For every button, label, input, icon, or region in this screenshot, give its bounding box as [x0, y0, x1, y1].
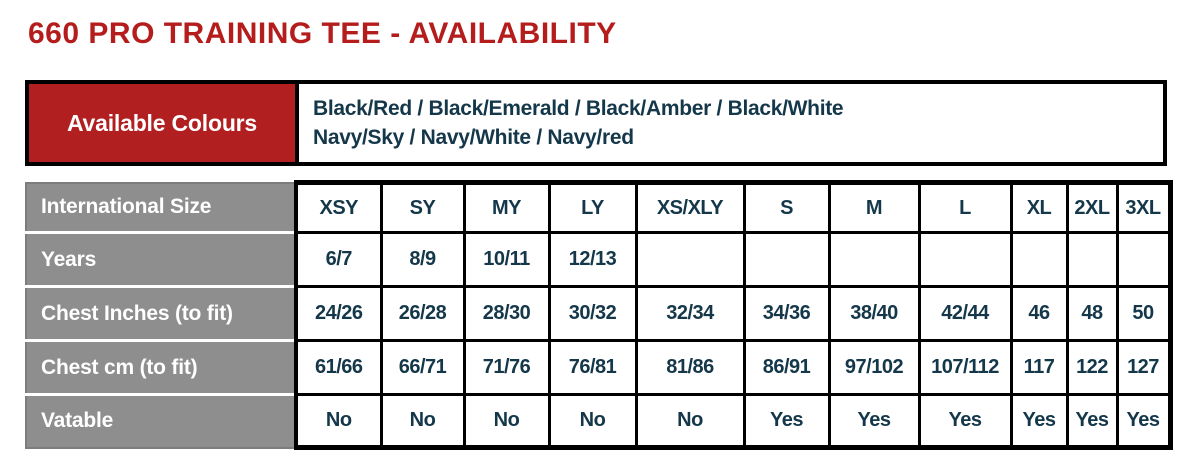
size-cell: 32/34 — [634, 285, 746, 342]
size-cell: No — [294, 393, 383, 450]
size-cell: Yes — [742, 393, 831, 450]
size-cell: Yes — [917, 393, 1013, 450]
size-cell: 86/91 — [742, 339, 831, 396]
size-cell: M — [827, 180, 921, 234]
size-cell: XL — [1009, 180, 1069, 234]
size-cell: 8/9 — [379, 231, 466, 288]
size-cell — [634, 231, 746, 288]
size-cell: Yes — [1115, 393, 1173, 450]
size-table-body: International Size XSY SY MY LY XS/XLY S M L XL 2X… — [25, 180, 1173, 450]
size-cell — [1009, 231, 1069, 288]
size-cell: 34/36 — [742, 285, 831, 342]
row-label: International Size — [25, 181, 298, 234]
available-colours-value: Black/Red / Black/Emerald / Black/Amber … — [299, 84, 1163, 162]
size-cell: No — [547, 393, 638, 450]
size-cell: 30/32 — [547, 285, 638, 342]
size-cell: S — [742, 180, 831, 234]
size-cell — [1065, 231, 1119, 288]
size-cell: 2XL — [1065, 180, 1119, 234]
size-cell: 38/40 — [827, 285, 921, 342]
available-colours-label: Available Colours — [29, 84, 299, 162]
size-cell: 66/71 — [379, 339, 466, 396]
size-cell: 122 — [1065, 339, 1119, 396]
size-cell: XS/XLY — [634, 180, 746, 234]
size-cell: 76/81 — [547, 339, 638, 396]
size-cell — [827, 231, 921, 288]
size-cell: 3XL — [1115, 180, 1173, 234]
size-cell: 28/30 — [462, 285, 551, 342]
size-cell: 127 — [1115, 339, 1173, 396]
size-cell: Yes — [1065, 393, 1119, 450]
size-cell: MY — [462, 180, 551, 234]
size-cell: 24/26 — [294, 285, 383, 342]
row-label: Chest Inches (to fit) — [25, 285, 298, 342]
size-cell: 71/76 — [462, 339, 551, 396]
row-label: Chest cm (to fit) — [25, 339, 298, 396]
size-cell: 10/11 — [462, 231, 551, 288]
size-availability-table: International Size XSY SY MY LY XS/XLY S M L XL 2X… — [25, 180, 1173, 450]
size-cell — [917, 231, 1013, 288]
row-label: Years — [25, 231, 298, 288]
size-cell: 26/28 — [379, 285, 466, 342]
size-cell: 50 — [1115, 285, 1173, 342]
row-label: Vatable — [25, 393, 298, 449]
size-cell — [742, 231, 831, 288]
size-table-row: Years 6/7 8/9 10/11 12/13 — [25, 231, 1173, 288]
colours-line-2: Navy/Sky / Navy/White / Navy/red — [313, 126, 634, 149]
size-cell: 97/102 — [827, 339, 921, 396]
size-cell: L — [917, 180, 1013, 234]
size-cell: 48 — [1065, 285, 1119, 342]
size-cell: Yes — [1009, 393, 1069, 450]
size-cell: 61/66 — [294, 339, 383, 396]
size-cell — [1115, 231, 1173, 288]
size-cell: XSY — [294, 180, 383, 234]
page-title: 660 PRO TRAINING TEE - AVAILABILITY — [28, 17, 617, 50]
size-cell: 6/7 — [294, 231, 383, 288]
size-cell: 81/86 — [634, 339, 746, 396]
size-cell: No — [634, 393, 746, 450]
size-cell: SY — [379, 180, 466, 234]
size-cell: No — [379, 393, 466, 450]
size-cell: 42/44 — [917, 285, 1013, 342]
size-table-row: Chest cm (to fit) 61/66 66/71 71/76 76/81 81/… — [25, 339, 1173, 396]
size-cell: 117 — [1009, 339, 1069, 396]
size-table-row: International Size XSY SY MY LY XS/XLY S M L XL 2X… — [25, 180, 1173, 234]
size-cell: No — [462, 393, 551, 450]
size-table-row: Vatable No No No No No Yes Yes Yes Yes Yes Yes — [25, 393, 1173, 450]
size-cell: Yes — [827, 393, 921, 450]
size-cell: 46 — [1009, 285, 1069, 342]
size-table-row: Chest Inches (to fit) 24/26 26/28 28/30 30/3… — [25, 285, 1173, 342]
size-cell: 107/112 — [917, 339, 1013, 396]
available-colours-table: Available Colours Black/Red / Black/Emer… — [25, 80, 1167, 166]
colours-line-1: Black/Red / Black/Emerald / Black/Amber … — [313, 97, 844, 120]
size-cell: LY — [547, 180, 638, 234]
size-cell: 12/13 — [547, 231, 638, 288]
